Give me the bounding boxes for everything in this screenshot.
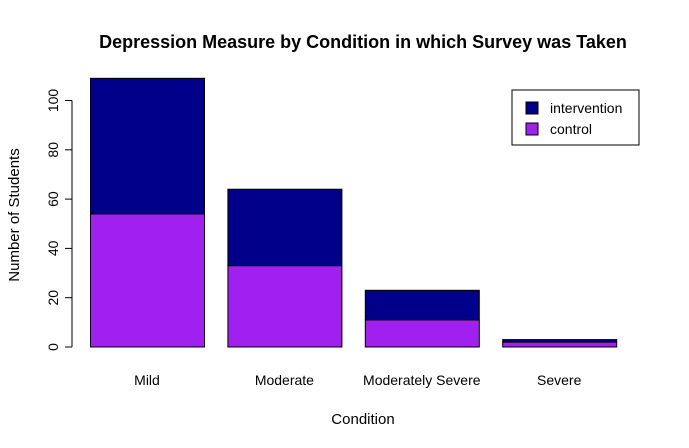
legend-swatch-intervention: [525, 101, 539, 115]
y-tick-label: 60: [45, 191, 61, 207]
bars: [90, 77, 618, 348]
bar-intervention-severe: [502, 339, 618, 343]
chart-title: Depression Measure by Condition in which…: [99, 32, 627, 52]
bar-intervention-mild: [90, 77, 205, 215]
legend-swatch-control: [525, 122, 539, 136]
bar-intervention-moderately-severe: [364, 289, 480, 321]
bar-intervention-moderate: [227, 188, 343, 267]
bar-control-moderate: [227, 265, 343, 348]
legend: intervention control: [511, 89, 640, 146]
y-axis: 0 20 40 60 80 100: [45, 89, 73, 351]
x-tick-label: Moderately Severe: [363, 372, 481, 388]
bar-control-mild: [90, 213, 205, 348]
bar-control-severe: [502, 341, 618, 348]
legend-box: [511, 89, 640, 146]
x-tick-label: Severe: [537, 372, 582, 388]
y-tick-label: 80: [45, 142, 61, 158]
x-tick-label: Moderate: [255, 372, 314, 388]
legend-label-intervention: intervention: [550, 100, 622, 116]
y-tick-label: 20: [45, 290, 61, 306]
y-tick-label: 0: [45, 343, 61, 351]
legend-label-control: control: [550, 121, 592, 137]
y-axis-label: Number of Students: [6, 148, 23, 281]
x-tick-labels: Mild Moderate Moderately Severe Severe: [134, 372, 581, 388]
y-tick-label: 100: [45, 89, 61, 113]
bar-control-moderately-severe: [364, 319, 480, 348]
y-tick-label: 40: [45, 240, 61, 256]
x-axis-label: Condition: [331, 411, 394, 428]
x-tick-label: Mild: [134, 372, 160, 388]
